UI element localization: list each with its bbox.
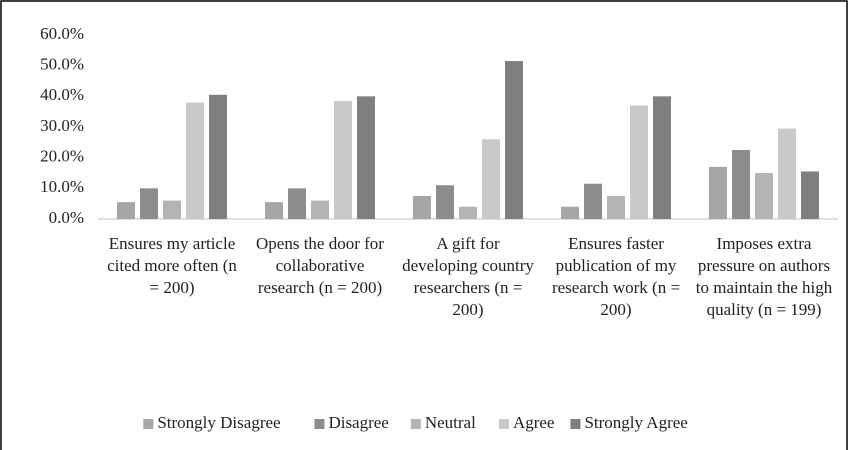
legend-label: Strongly Disagree [157, 413, 280, 432]
x-tick-label: Imposes extra pressure on authors to mai… [695, 234, 833, 319]
bar [778, 128, 796, 219]
x-tick-label: Ensures faster publication of my researc… [551, 234, 681, 319]
y-tick-label: 20.0% [40, 147, 84, 166]
bar [357, 96, 375, 219]
bar [709, 166, 727, 219]
y-tick-label: 10.0% [40, 177, 84, 196]
legend-label: Neutral [425, 413, 476, 432]
bar [732, 150, 750, 219]
bar [186, 102, 204, 219]
bar [413, 196, 431, 219]
legend-swatch [410, 419, 421, 429]
bar [561, 206, 579, 219]
bar [755, 173, 773, 219]
x-tick-label: Opens the door for collaborative researc… [256, 234, 384, 297]
legend-swatch [314, 419, 325, 429]
bar [801, 171, 819, 219]
legend-label: Strongly Agree [584, 413, 687, 432]
bar [630, 105, 648, 219]
legend-swatch [570, 419, 581, 429]
bar [459, 206, 477, 219]
bar [334, 100, 352, 219]
bar [607, 196, 625, 219]
y-tick-label: 60.0% [40, 24, 84, 43]
y-tick-label: 0.0% [49, 208, 84, 227]
bar [653, 96, 671, 219]
y-tick-label: 30.0% [40, 116, 84, 135]
x-tick-label: Ensures my article cited more often (n =… [107, 234, 237, 297]
bar [505, 61, 523, 219]
y-tick-label: 40.0% [40, 85, 84, 104]
legend-swatch [498, 419, 509, 429]
legend-label: Agree [513, 413, 555, 432]
x-tick-label: A gift for developing country researcher… [402, 234, 534, 319]
bar [163, 200, 181, 219]
bar [482, 139, 500, 219]
bar [265, 202, 283, 219]
bar [584, 183, 602, 219]
bar [436, 185, 454, 219]
legend-swatch [143, 419, 154, 429]
bar [288, 188, 306, 219]
legend-label: Disagree [328, 413, 388, 432]
bar [140, 188, 158, 219]
bar [117, 202, 135, 219]
y-tick-label: 50.0% [40, 55, 84, 74]
bar [311, 200, 329, 219]
bar [209, 94, 227, 219]
